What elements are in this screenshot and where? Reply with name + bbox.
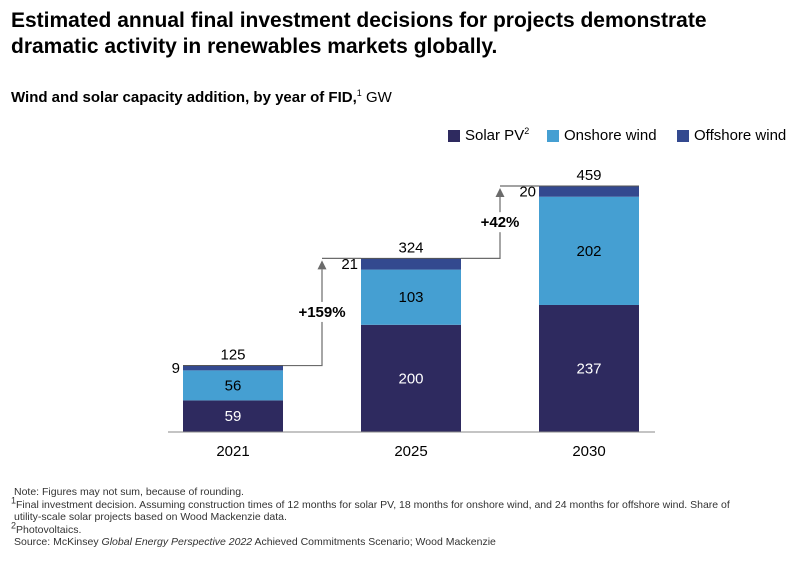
legend-swatch-offshore-wind <box>677 129 689 142</box>
data-label-solar-pv-2030: 237 <box>576 360 601 377</box>
legend-item-onshore-wind: Onshore wind <box>547 127 657 144</box>
footnote-1-continued: utility-scale solar projects based on Wo… <box>14 511 287 523</box>
data-label-solar-pv-2021: 59 <box>225 408 242 425</box>
total-label-2025: 324 <box>398 239 423 256</box>
data-label-offshore-wind-2021: 9 <box>172 360 180 377</box>
source-line: Source: McKinsey Global Energy Perspecti… <box>14 536 496 548</box>
data-label-onshore-wind-2021: 56 <box>225 377 242 394</box>
x-tick-label-2030: 2030 <box>572 443 605 460</box>
data-label-offshore-wind-2030: 20 <box>519 183 536 200</box>
footnote-1: 1Final investment decision. Assuming con… <box>11 495 730 511</box>
data-label-onshore-wind-2025: 103 <box>398 289 423 306</box>
legend-swatch-solar-pv <box>448 129 460 142</box>
data-label-onshore-wind-2030: 202 <box>576 243 601 260</box>
bar-onshore-wind-2030 <box>539 196 639 305</box>
footnotes: Note: Figures may not sum, because of ro… <box>11 486 791 549</box>
growth-label-bg-0 <box>295 301 349 322</box>
legend-item-offshore-wind: Offshore wind <box>677 127 786 144</box>
subtitle-unit: GW <box>365 89 392 106</box>
legend-swatch-onshore-wind <box>547 129 559 142</box>
stacked-bar-chart: 59 56 9 125 2021 200 103 21 324 2025 237 202 20 459 20… <box>168 167 655 460</box>
bar-solar-pv-2025 <box>361 324 461 432</box>
growth-label-bg-1 <box>473 212 527 233</box>
growth-label-0: +159% <box>298 304 345 321</box>
bar-solar-pv-2030 <box>539 304 639 432</box>
bar-offshore-wind-2025 <box>361 258 461 270</box>
bar-onshore-wind-2025 <box>361 269 461 325</box>
bar-offshore-wind-2021 <box>183 365 283 371</box>
chart-title: Estimated annual final investment decisi… <box>11 9 707 58</box>
legend-label-onshore-wind: Onshore wind <box>564 127 657 144</box>
growth-arrowhead-1 <box>495 188 505 197</box>
note-rounding: Note: Figures may not sum, because of ro… <box>14 486 244 498</box>
legend-label-solar-pv: Solar PV2 <box>465 126 530 145</box>
x-tick-label-2025: 2025 <box>394 443 427 460</box>
bar-offshore-wind-2030 <box>539 186 639 197</box>
x-tick-label-2021: 2021 <box>216 443 249 460</box>
growth-label-1: +42% <box>481 214 520 231</box>
subtitle-footnote-mark: 1 <box>356 88 362 98</box>
footnote-2: 2Photovoltaics. <box>11 520 82 536</box>
growth-arrowhead-0 <box>317 260 327 270</box>
total-label-2021: 125 <box>220 347 245 364</box>
bar-onshore-wind-2021 <box>183 370 283 401</box>
bar-solar-pv-2021 <box>183 400 283 432</box>
data-label-solar-pv-2025: 200 <box>398 370 423 387</box>
chart-subtitle: Wind and solar capacity addition, by yea… <box>11 88 392 108</box>
total-label-2030: 459 <box>576 167 601 184</box>
legend-label-offshore-wind: Offshore wind <box>694 127 787 144</box>
legend-item-solar-pv: Solar PV2 <box>448 127 529 144</box>
data-label-offshore-wind-2025: 21 <box>341 256 358 273</box>
subtitle-main: Wind and solar capacity addition, by yea… <box>11 89 357 106</box>
growth-connector-0 <box>283 269 323 367</box>
